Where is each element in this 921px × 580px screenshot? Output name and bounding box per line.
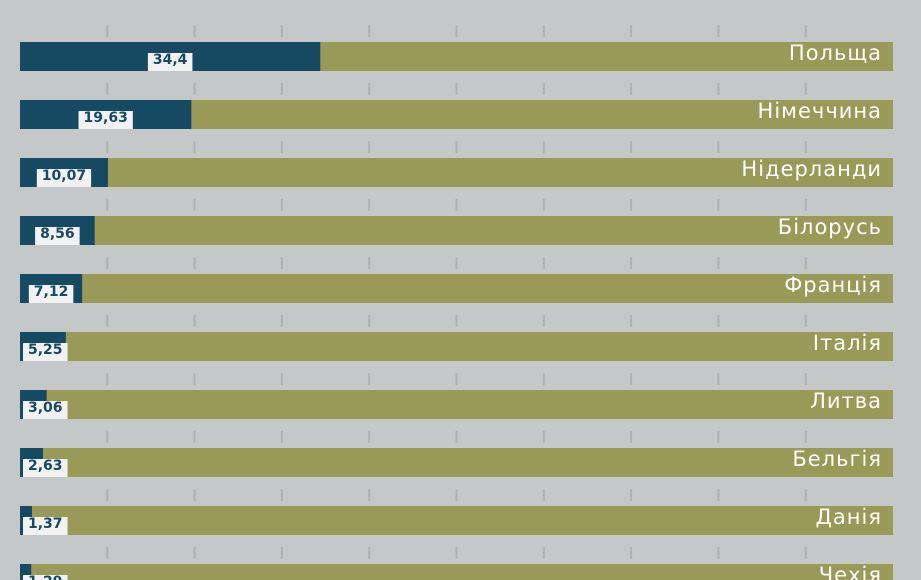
- bar-track: [20, 274, 893, 303]
- value-label-box: [28, 285, 74, 303]
- value-label: 10,07: [42, 168, 86, 184]
- value-label-box: [23, 575, 68, 580]
- value-label: 8,56: [40, 226, 75, 242]
- category-label: Італія: [813, 331, 882, 355]
- value-label: 34,4: [153, 52, 188, 68]
- value-label: 1,29: [28, 574, 63, 580]
- category-label: Данія: [816, 505, 882, 529]
- value-label-box: [78, 111, 133, 129]
- category-label: Бельгія: [792, 447, 882, 471]
- category-label: Франція: [784, 273, 882, 297]
- bar: [20, 564, 32, 580]
- bar-track: [20, 448, 893, 477]
- value-label: 5,25: [28, 342, 63, 358]
- value-label-box: [23, 343, 68, 361]
- value-label-box: [23, 401, 68, 419]
- value-label: 1,37: [28, 516, 63, 532]
- value-label: 2,63: [28, 458, 63, 474]
- bar-track: [20, 332, 893, 361]
- value-label-box: [23, 517, 68, 535]
- bar-track: [20, 506, 893, 535]
- category-label: Німеччина: [758, 99, 882, 123]
- value-label-box: [147, 53, 193, 71]
- value-label-box: [23, 459, 68, 477]
- category-label: Польща: [789, 41, 882, 65]
- category-label: Чехія: [819, 563, 882, 580]
- value-label: 19,63: [84, 110, 128, 126]
- value-label-box: [36, 169, 92, 187]
- value-label: 3,06: [28, 400, 63, 416]
- bar-track: [20, 158, 893, 187]
- category-label: Литва: [810, 389, 882, 413]
- value-label: 7,12: [34, 284, 69, 300]
- bar-track: [20, 390, 893, 419]
- bar-track: [20, 216, 893, 245]
- bar-track: [20, 564, 893, 580]
- category-label: Нідерланди: [741, 157, 882, 181]
- category-label: Білорусь: [778, 215, 882, 239]
- value-label-box: [35, 227, 80, 245]
